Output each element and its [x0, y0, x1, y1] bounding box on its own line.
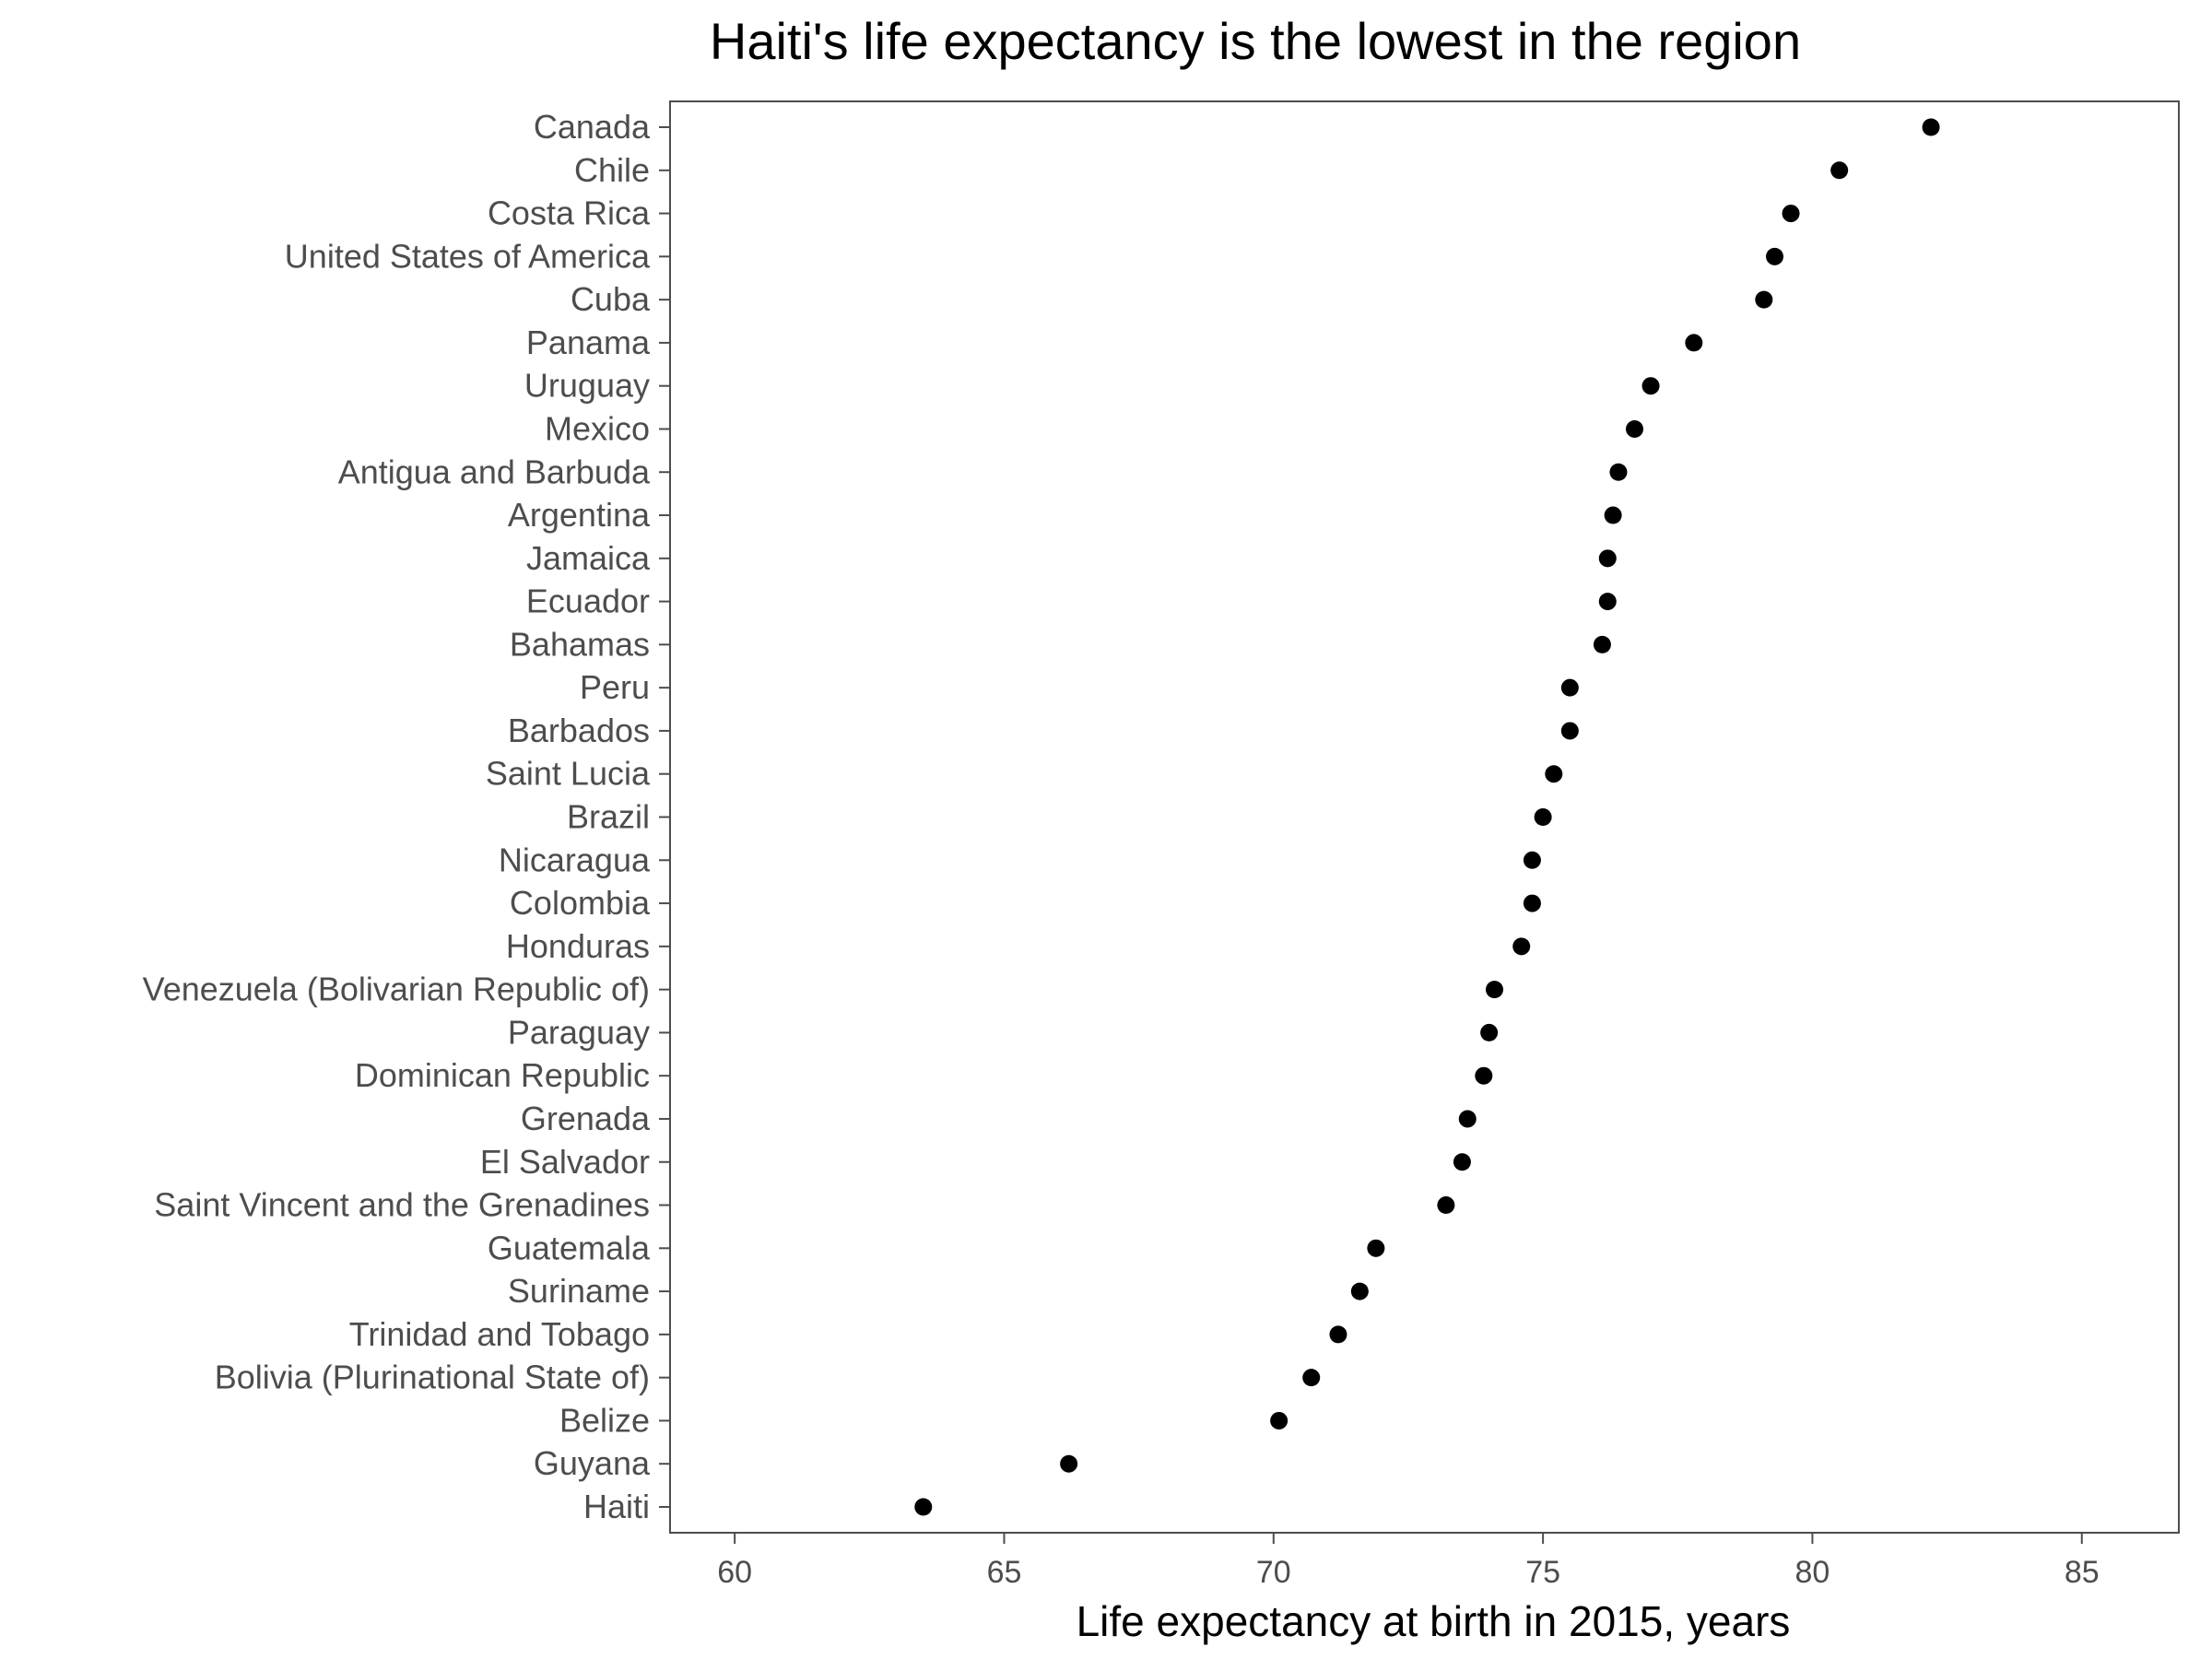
y-tick-label: Bolivia (Plurinational State of) — [215, 1359, 650, 1396]
data-point — [1922, 118, 1940, 136]
data-point — [1626, 419, 1644, 438]
data-point — [1367, 1239, 1385, 1257]
y-tick-label: Guatemala — [488, 1229, 651, 1266]
y-tick-label: Dominican Republic — [355, 1056, 650, 1094]
data-point — [1523, 894, 1541, 912]
x-tick-label: 75 — [1525, 1555, 1560, 1590]
y-tick-label: Nicaragua — [499, 841, 651, 878]
x-axis-title: Life expectancy at birth in 2015, years — [1077, 1597, 1791, 1645]
data-point — [1560, 678, 1579, 697]
data-point — [1060, 1454, 1078, 1473]
data-point — [1609, 463, 1628, 481]
y-tick-label: Grenada — [521, 1100, 651, 1137]
y-tick-label: Chile — [574, 151, 650, 189]
y-tick-label: Bahamas — [510, 625, 650, 663]
y-tick-label: Uruguay — [524, 367, 650, 405]
x-tick-label: 80 — [1795, 1555, 1830, 1590]
data-points — [914, 118, 1940, 1516]
data-point — [1604, 506, 1622, 524]
y-tick-label: Ecuador — [526, 582, 650, 620]
data-point — [1350, 1282, 1369, 1300]
data-point — [1755, 290, 1773, 309]
y-tick-label: Jamaica — [526, 539, 651, 577]
y-axis: Canada Chile Costa Rica United States of Am… — [143, 108, 670, 1525]
y-tick-label: Antigua and Barbuda — [338, 453, 651, 490]
y-tick-label: Cuba — [571, 280, 651, 318]
data-point — [1270, 1411, 1288, 1430]
y-tick-label: Paraguay — [508, 1013, 650, 1051]
data-point — [1329, 1325, 1347, 1344]
x-axis: 60 65 70 75 80 85 — [717, 1533, 2100, 1590]
data-point — [1534, 808, 1552, 826]
data-point — [1598, 549, 1617, 568]
y-tick-label: United States of America — [285, 237, 651, 275]
y-tick-label: Peru — [580, 668, 650, 706]
plot-panel-border — [669, 100, 2180, 1534]
y-tick-label: Mexico — [545, 409, 650, 447]
data-point — [914, 1498, 933, 1516]
y-tick-label: Trinidad and Tobago — [349, 1315, 650, 1353]
data-point — [1545, 765, 1563, 783]
x-tick-label: 70 — [1256, 1555, 1291, 1590]
data-point — [1782, 205, 1800, 223]
x-tick-label: 85 — [2065, 1555, 2100, 1590]
data-point — [1641, 377, 1660, 395]
chart-title: Haiti's life expectancy is the lowest in… — [710, 12, 1801, 70]
y-tick-label: Venezuela (Bolivarian Republic of) — [143, 971, 650, 1008]
x-tick-label: 65 — [987, 1555, 1022, 1590]
y-tick-label: Belize — [559, 1401, 650, 1439]
data-point — [1458, 1110, 1477, 1128]
y-tick-label: Saint Lucia — [486, 755, 651, 793]
y-tick-label: Barbados — [508, 712, 650, 749]
data-point — [1685, 334, 1703, 352]
y-tick-label: Canada — [534, 108, 651, 146]
y-tick-label: Honduras — [506, 927, 650, 965]
y-tick-label: El Salvador — [480, 1143, 650, 1181]
data-point — [1830, 161, 1849, 180]
data-point — [1486, 981, 1504, 999]
y-tick-label: Brazil — [567, 798, 650, 836]
y-tick-label: Guyana — [534, 1444, 651, 1482]
y-tick-label: Haiti — [583, 1488, 650, 1525]
data-point — [1593, 635, 1611, 653]
data-point — [1302, 1369, 1321, 1387]
x-tick-label: 60 — [717, 1555, 752, 1590]
data-point — [1453, 1153, 1471, 1171]
data-point — [1598, 593, 1617, 611]
y-tick-label: Panama — [526, 324, 651, 361]
y-tick-label: Saint Vincent and the Grenadines — [154, 1186, 650, 1224]
data-point — [1437, 1196, 1455, 1215]
data-point — [1523, 851, 1541, 869]
data-point — [1475, 1066, 1493, 1085]
y-tick-label: Argentina — [508, 496, 651, 534]
y-tick-label: Colombia — [510, 884, 651, 922]
data-point — [1480, 1023, 1499, 1041]
y-tick-label: Costa Rica — [488, 194, 651, 232]
y-tick-label: Suriname — [508, 1272, 650, 1310]
data-point — [1766, 247, 1784, 265]
data-point — [1512, 937, 1531, 956]
data-point — [1560, 722, 1579, 740]
